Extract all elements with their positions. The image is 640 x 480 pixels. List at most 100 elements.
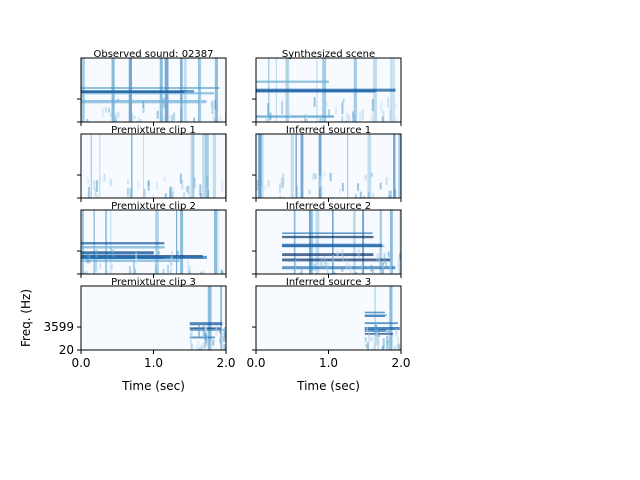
panel-title: Synthesized scene bbox=[282, 49, 375, 60]
texture bbox=[304, 114, 307, 122]
texture bbox=[388, 341, 391, 350]
texture bbox=[367, 191, 370, 198]
texture bbox=[81, 252, 154, 255]
texture bbox=[357, 248, 360, 258]
texture bbox=[161, 116, 164, 122]
texture bbox=[367, 134, 372, 198]
texture bbox=[128, 265, 131, 274]
texture bbox=[295, 134, 297, 198]
spectrogram bbox=[81, 210, 224, 274]
texture bbox=[105, 106, 108, 113]
texture bbox=[371, 349, 374, 350]
texture bbox=[333, 271, 336, 274]
texture bbox=[367, 342, 370, 350]
texture bbox=[364, 322, 398, 325]
texture bbox=[323, 172, 326, 177]
texture bbox=[386, 345, 389, 350]
texture bbox=[95, 193, 98, 198]
texture bbox=[323, 256, 326, 260]
texture bbox=[256, 115, 334, 118]
texture bbox=[190, 134, 194, 198]
texture bbox=[220, 337, 223, 341]
texture bbox=[130, 113, 133, 122]
texture bbox=[320, 257, 323, 267]
texture bbox=[162, 97, 165, 109]
texture bbox=[359, 191, 362, 198]
texture bbox=[315, 210, 320, 274]
texture bbox=[383, 253, 386, 264]
texture bbox=[312, 172, 315, 180]
y-axis-label: Freq. (Hz) bbox=[19, 289, 33, 347]
texture bbox=[282, 258, 391, 262]
texture bbox=[179, 120, 182, 122]
spectrogram-bg bbox=[81, 134, 226, 198]
texture bbox=[372, 269, 375, 274]
texture bbox=[215, 348, 218, 350]
texture bbox=[115, 113, 118, 121]
texture bbox=[187, 258, 190, 264]
texture bbox=[211, 101, 214, 114]
texture bbox=[387, 349, 390, 350]
texture bbox=[362, 210, 365, 274]
texture bbox=[133, 115, 136, 119]
texture bbox=[370, 172, 373, 177]
texture bbox=[294, 259, 297, 271]
texture bbox=[159, 101, 162, 112]
texture bbox=[278, 183, 281, 194]
texture bbox=[318, 134, 322, 198]
texture bbox=[173, 112, 176, 121]
texture bbox=[349, 266, 352, 274]
texture bbox=[143, 188, 146, 197]
texture bbox=[279, 195, 282, 198]
texture bbox=[256, 88, 396, 92]
texture bbox=[215, 325, 218, 337]
texture bbox=[202, 270, 205, 274]
panel: Premixture clip 3 0.0 1.0 2.0 20 3599 Time (se… bbox=[19, 277, 236, 393]
texture bbox=[389, 340, 392, 350]
texture bbox=[347, 134, 349, 198]
texture bbox=[212, 134, 217, 198]
texture bbox=[176, 250, 179, 260]
texture bbox=[110, 248, 113, 252]
texture bbox=[359, 111, 362, 122]
texture bbox=[364, 174, 367, 181]
texture bbox=[338, 188, 341, 193]
texture bbox=[282, 232, 373, 235]
texture bbox=[354, 193, 357, 198]
texture bbox=[376, 253, 379, 263]
texture bbox=[256, 80, 329, 83]
texture bbox=[386, 335, 389, 343]
texture bbox=[342, 98, 345, 103]
texture bbox=[203, 342, 206, 349]
texture bbox=[190, 349, 193, 350]
texture bbox=[110, 264, 113, 269]
texture bbox=[139, 119, 142, 122]
panel-title: Premixture clip 3 bbox=[111, 277, 196, 288]
texture bbox=[265, 115, 268, 122]
texture bbox=[202, 342, 205, 350]
texture bbox=[81, 87, 220, 89]
texture bbox=[300, 119, 303, 122]
texture bbox=[219, 337, 222, 344]
texture bbox=[377, 329, 380, 338]
texture bbox=[370, 336, 373, 342]
texture bbox=[171, 191, 174, 198]
texture bbox=[81, 242, 165, 245]
texture bbox=[87, 186, 90, 198]
spectrogram bbox=[256, 58, 397, 122]
x-tick-label: 0.0 bbox=[71, 356, 90, 370]
texture bbox=[188, 269, 191, 274]
texture bbox=[156, 182, 159, 191]
texture bbox=[324, 258, 327, 270]
texture bbox=[355, 107, 358, 115]
texture bbox=[379, 210, 382, 274]
texture bbox=[394, 103, 397, 109]
texture bbox=[92, 121, 95, 122]
texture bbox=[101, 108, 104, 118]
texture bbox=[342, 256, 345, 261]
texture bbox=[203, 329, 206, 341]
texture bbox=[357, 183, 360, 191]
texture bbox=[81, 90, 195, 93]
texture bbox=[214, 210, 218, 274]
texture bbox=[217, 210, 219, 274]
